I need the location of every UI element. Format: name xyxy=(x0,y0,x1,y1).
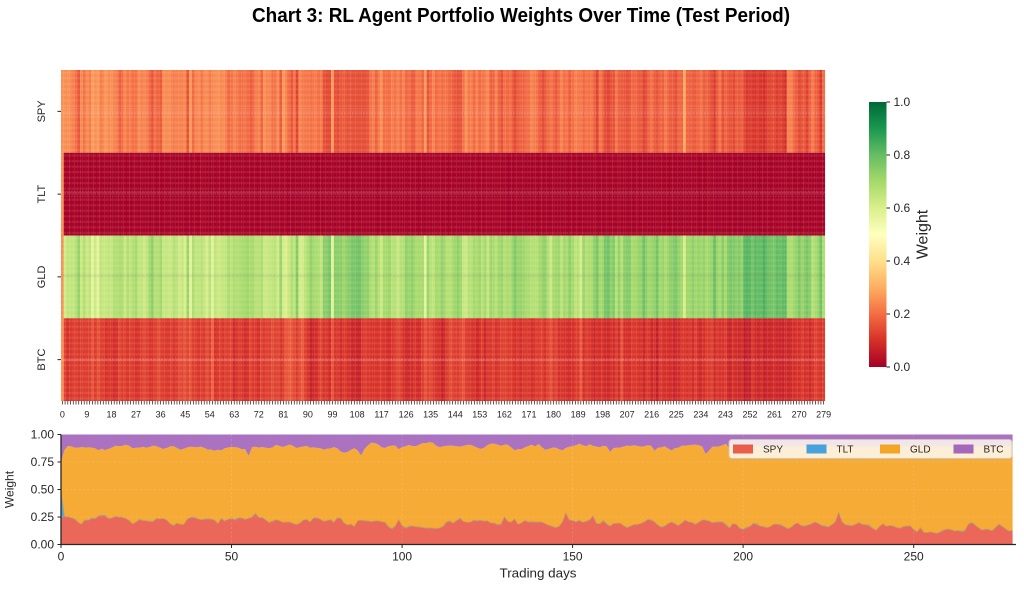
svg-text:225: 225 xyxy=(669,410,684,420)
svg-text:Chart 3: RL Agent Portfolio We: Chart 3: RL Agent Portfolio Weights Over… xyxy=(252,4,790,27)
svg-text:BTC: BTC xyxy=(36,349,48,371)
svg-text:198: 198 xyxy=(595,410,610,420)
svg-text:0: 0 xyxy=(60,410,65,420)
svg-text:63: 63 xyxy=(229,410,239,420)
svg-text:0: 0 xyxy=(58,550,65,564)
svg-text:250: 250 xyxy=(904,550,924,564)
svg-text:0.4: 0.4 xyxy=(894,254,911,268)
svg-text:162: 162 xyxy=(497,410,512,420)
svg-text:180: 180 xyxy=(546,410,561,420)
svg-text:117: 117 xyxy=(374,410,388,420)
svg-text:81: 81 xyxy=(278,410,288,420)
svg-text:150: 150 xyxy=(563,550,583,564)
svg-text:252: 252 xyxy=(742,410,757,420)
svg-text:72: 72 xyxy=(254,410,264,420)
svg-text:108: 108 xyxy=(350,410,365,420)
svg-text:45: 45 xyxy=(180,410,190,420)
svg-text:135: 135 xyxy=(423,410,438,420)
svg-text:TLT: TLT xyxy=(837,445,854,456)
svg-text:0.0: 0.0 xyxy=(894,360,911,374)
svg-text:153: 153 xyxy=(472,410,487,420)
svg-text:99: 99 xyxy=(327,410,337,420)
svg-text:SPY: SPY xyxy=(36,100,48,123)
svg-text:0.8: 0.8 xyxy=(894,148,911,162)
svg-text:189: 189 xyxy=(571,410,586,420)
svg-text:BTC: BTC xyxy=(984,445,1004,456)
svg-text:18: 18 xyxy=(106,410,116,420)
svg-text:0.25: 0.25 xyxy=(31,510,55,524)
svg-text:200: 200 xyxy=(733,550,753,564)
svg-text:100: 100 xyxy=(392,550,412,564)
svg-text:0.50: 0.50 xyxy=(31,483,55,497)
svg-text:1.00: 1.00 xyxy=(31,428,55,442)
svg-text:1.0: 1.0 xyxy=(894,95,911,109)
svg-text:54: 54 xyxy=(205,410,215,420)
svg-text:TLT: TLT xyxy=(36,184,48,203)
svg-text:GLD: GLD xyxy=(910,445,931,456)
svg-text:90: 90 xyxy=(303,410,313,420)
svg-text:GLD: GLD xyxy=(36,266,48,289)
svg-text:Weight: Weight xyxy=(915,209,932,259)
svg-text:0.75: 0.75 xyxy=(31,455,55,469)
svg-text:144: 144 xyxy=(448,410,463,420)
svg-text:50: 50 xyxy=(225,550,239,564)
svg-text:207: 207 xyxy=(620,410,635,420)
svg-text:9: 9 xyxy=(84,410,89,420)
svg-text:27: 27 xyxy=(131,410,141,420)
svg-text:126: 126 xyxy=(399,410,414,420)
svg-text:Trading days: Trading days xyxy=(500,567,577,581)
svg-text:270: 270 xyxy=(792,410,807,420)
svg-text:0.2: 0.2 xyxy=(894,307,911,321)
svg-text:234: 234 xyxy=(693,410,708,420)
svg-text:171: 171 xyxy=(521,410,536,420)
svg-text:0.00: 0.00 xyxy=(31,538,55,552)
svg-text:279: 279 xyxy=(816,410,831,420)
svg-text:261: 261 xyxy=(767,410,782,420)
svg-text:216: 216 xyxy=(644,410,659,420)
svg-text:Weight: Weight xyxy=(3,470,17,508)
svg-text:0.6: 0.6 xyxy=(894,201,911,215)
svg-text:36: 36 xyxy=(156,410,166,420)
svg-text:243: 243 xyxy=(718,410,733,420)
svg-text:SPY: SPY xyxy=(763,445,783,456)
